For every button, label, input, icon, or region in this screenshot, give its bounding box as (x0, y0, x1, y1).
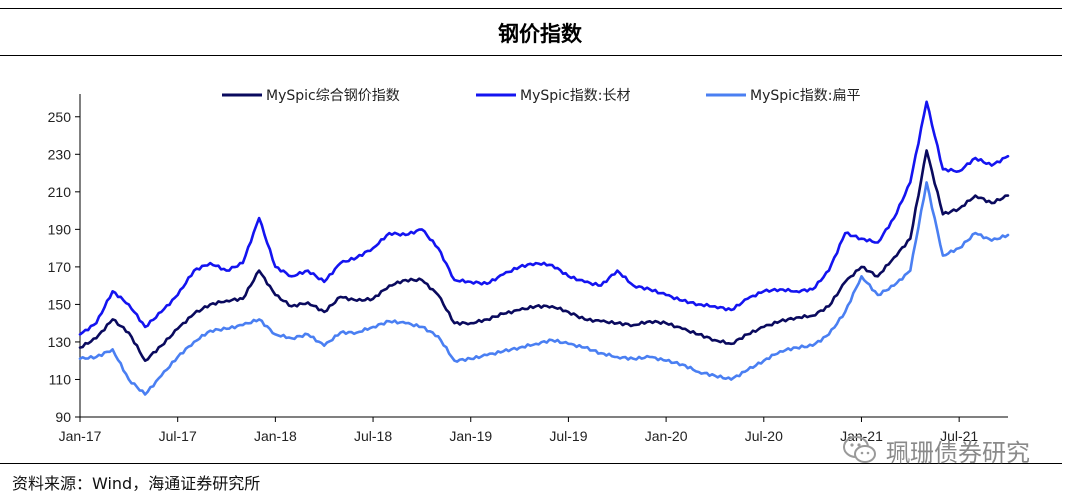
y-tick-label: 190 (48, 221, 72, 237)
y-tick-label: 150 (48, 296, 72, 312)
source-note: 资料来源：Wind，海通证券研究所 (12, 474, 261, 493)
series-line (78, 181, 1010, 396)
wechat-icon (843, 436, 876, 463)
steel-price-chart: MySpic综合钢价指数 MySpic指数:长材 MySpic指数:扁平 90 110… (48, 88, 1010, 444)
y-tick-label: 210 (48, 184, 72, 200)
bottom-rule (0, 463, 1062, 464)
x-tick-label: Jan-18 (254, 428, 297, 444)
watermark-text: 珮珊债券研究 (886, 438, 1030, 467)
x-tick-label: Jan-19 (449, 428, 492, 444)
title-underline (0, 55, 1062, 56)
legend-label: MySpic综合钢价指数 (266, 88, 400, 104)
y-tick-label: 110 (49, 371, 72, 387)
x-tick-label: Jul-18 (354, 428, 392, 444)
x-tick-label: Jul-19 (549, 428, 587, 444)
series-line (78, 100, 1010, 336)
legend-label: MySpic指数:扁平 (750, 88, 860, 104)
x-tick-label: Jul-21 (940, 428, 978, 444)
x-tick-label: Jul-17 (159, 428, 197, 444)
y-tick-label: 90 (55, 409, 71, 425)
y-tick-label: 170 (48, 259, 72, 275)
x-tick-label: Jan-20 (645, 428, 688, 444)
y-tick-label: 130 (48, 334, 72, 350)
x-tick-label: Jan-21 (840, 428, 883, 444)
y-tick-label: 230 (48, 146, 72, 162)
x-tick-label: Jan-17 (59, 428, 102, 444)
x-tick-label: Jul-20 (745, 428, 783, 444)
chart-series (78, 100, 1010, 396)
chart-axes: 90 110 130 150 170 190 210 230 250 Jan-17 Jul-17 Ja… (48, 94, 1008, 444)
page-title: 钢价指数 (498, 22, 582, 46)
top-rule (0, 8, 1062, 9)
y-tick-label: 250 (48, 109, 72, 125)
watermark: 珮珊债券研究 (842, 431, 1052, 469)
series-line (78, 149, 1010, 362)
legend-label: MySpic指数:长材 (520, 88, 630, 104)
chart-legend: MySpic综合钢价指数 MySpic指数:长材 MySpic指数:扁平 (222, 88, 860, 104)
